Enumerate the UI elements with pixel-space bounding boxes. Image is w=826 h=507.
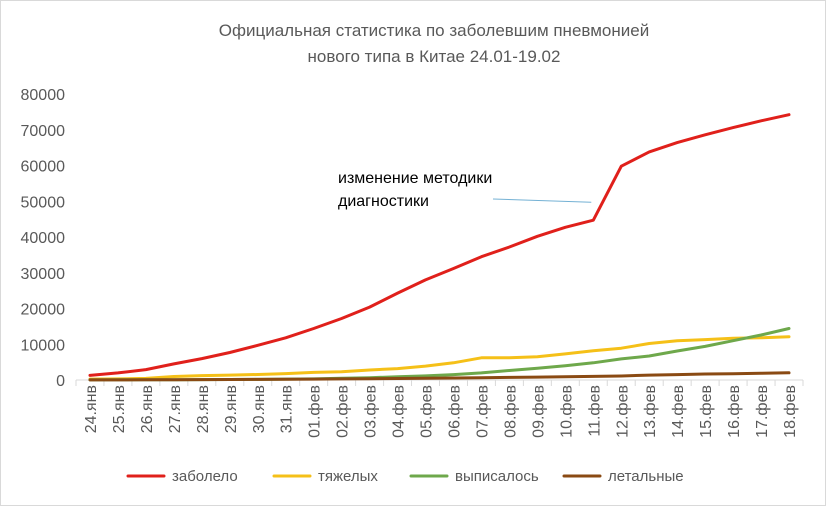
series-line-3 xyxy=(88,327,791,382)
y-axis: 0 10000 20000 30000 40000 50000 60000 70000 8000… xyxy=(21,87,66,390)
legend-label: тяжелых xyxy=(318,468,378,485)
x-tick-label: 15.фев xyxy=(698,385,715,438)
x-tick-label: 12.фев xyxy=(614,385,631,438)
x-tick-label: 07.фев xyxy=(474,385,491,438)
legend-label: летальные xyxy=(608,468,684,485)
y-tick-label: 60000 xyxy=(21,159,66,176)
y-tick-label: 0 xyxy=(56,373,65,390)
x-tick-label: 18.фев xyxy=(782,385,799,438)
y-tick-label: 20000 xyxy=(21,302,66,319)
x-tick-label: 11.фев xyxy=(586,385,603,437)
x-tick-label: 04.фев xyxy=(391,385,408,438)
x-tick-label: 10.фев xyxy=(558,385,575,438)
x-tick-label: 29.янв xyxy=(223,385,240,433)
x-tick-label: 28.янв xyxy=(195,385,212,433)
chart-title-line: нового типа в Китае 24.01-19.02 xyxy=(308,47,561,66)
y-tick-label: 50000 xyxy=(21,194,66,211)
x-tick-label: 02.фев xyxy=(335,385,352,438)
x-tick-label: 26.янв xyxy=(139,385,156,433)
y-tick-label: 70000 xyxy=(21,123,66,140)
x-tick-label: 13.фев xyxy=(642,385,659,438)
y-tick-label: 30000 xyxy=(21,266,66,283)
x-tick-label: 06.фев xyxy=(446,385,463,438)
x-tick-label: 30.янв xyxy=(251,385,268,433)
x-tick-label: 03.фев xyxy=(363,385,380,438)
x-tick-label: 27.янв xyxy=(167,385,184,433)
annotation: изменение методики диагностики xyxy=(338,170,592,210)
annotation-text: изменение методики xyxy=(338,170,492,187)
x-tick-label: 17.фев xyxy=(754,385,771,438)
legend-label: заболело xyxy=(172,468,238,485)
x-tick-label: 14.фев xyxy=(670,385,687,438)
x-axis: 24.янв 25.янв 26.янв 27.янв 28.янв 29.янв 30.я… xyxy=(75,379,804,438)
y-tick-label: 40000 xyxy=(21,230,66,247)
y-tick-label: 80000 xyxy=(21,87,66,104)
x-tick-label: 25.янв xyxy=(111,385,128,433)
y-tick-label: 10000 xyxy=(21,337,66,354)
x-tick-label: 09.фев xyxy=(530,385,547,438)
annotation-text: диагностики xyxy=(338,193,429,210)
annotation-leader-line xyxy=(492,198,592,203)
x-tick-label: 05.фев xyxy=(419,385,436,438)
series-line-1 xyxy=(88,113,791,377)
x-tick-label: 31.янв xyxy=(279,385,296,433)
legend-label: выписалось xyxy=(455,468,539,485)
legend: заболело тяжелых выписалось летальные xyxy=(126,468,684,485)
x-tick-label: 16.фев xyxy=(726,385,743,438)
x-tick-label: 08.фев xyxy=(502,385,519,438)
x-tick-label: 24.янв xyxy=(83,385,100,433)
chart-title-line: Официальная статистика по заболевшим пне… xyxy=(219,21,649,40)
series-lines xyxy=(88,113,791,382)
series-line-2 xyxy=(88,335,791,381)
series-line-4 xyxy=(88,371,791,382)
x-tick-label: 01.фев xyxy=(307,385,324,438)
chart-title: Официальная статистика по заболевшим пне… xyxy=(219,21,649,66)
